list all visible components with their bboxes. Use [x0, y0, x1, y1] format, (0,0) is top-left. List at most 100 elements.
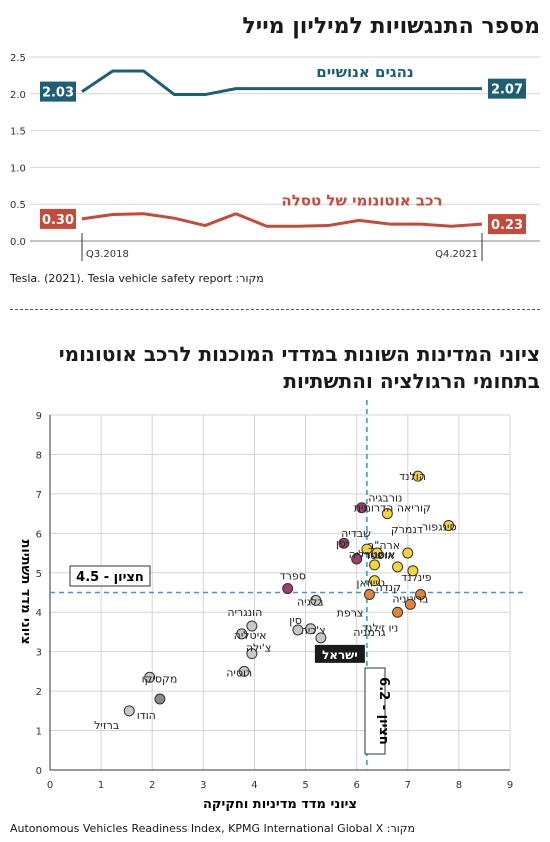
- point-label: טייוואן: [357, 577, 385, 590]
- data-point: [144, 671, 156, 683]
- section-divider: [10, 309, 540, 310]
- point-label: ארה"ב: [368, 539, 400, 552]
- data-point: [246, 648, 258, 660]
- x-tick-label: 1: [98, 780, 104, 791]
- data-point: [381, 508, 393, 520]
- data-point: [236, 628, 248, 640]
- x-tick-label: 4: [251, 780, 257, 791]
- y-tick-label: 3: [36, 648, 42, 659]
- point-label: סינגפור: [422, 520, 457, 533]
- point-label: נורבגיה: [368, 492, 402, 505]
- y-tick-label: 6: [36, 529, 42, 540]
- point-label: ניו זילנד: [362, 621, 398, 634]
- point-label: דנמרק: [391, 523, 423, 536]
- data-point: [310, 594, 322, 606]
- y-tick-label: 0: [36, 766, 42, 777]
- data-point: [443, 519, 455, 531]
- x-tick-label: 2: [149, 780, 155, 791]
- x-tick-label: 5: [302, 780, 308, 791]
- y-tick-label: 2.0: [10, 90, 26, 101]
- end-value-label: 2.07: [491, 83, 523, 98]
- series-name-1: רכב אוטונומי של טסלה: [281, 191, 442, 209]
- y-tick-label: 0.0: [10, 237, 26, 248]
- data-point: [402, 547, 414, 559]
- point-label: אוסטריה: [354, 549, 394, 562]
- series-line-0: [81, 69, 482, 97]
- point-label-highlight: ישראל: [322, 648, 358, 662]
- series-line-1: [81, 212, 483, 228]
- data-point: [407, 565, 419, 577]
- end-value-box: [488, 214, 526, 235]
- x-tick-label: 0: [47, 780, 53, 791]
- y-tick-label: 4: [36, 608, 42, 619]
- start-value-box: [40, 208, 76, 229]
- point-label: בלגיה: [297, 595, 324, 608]
- y-tick-label: 1: [36, 727, 42, 738]
- point-label: סין: [289, 614, 302, 627]
- data-point: [305, 623, 317, 635]
- point-label: גרמניה: [353, 626, 386, 639]
- highlight-label-box: [314, 644, 365, 663]
- chart1-source: מקור: Tesla. (2021). Tesla vehicle safet…: [10, 272, 264, 285]
- data-point: [392, 606, 404, 618]
- start-value-label: 2.03: [42, 86, 74, 101]
- y-tick-label: 7: [36, 490, 42, 501]
- x-tick-label: 3: [200, 780, 206, 791]
- y-tick-label: 1.5: [10, 127, 26, 138]
- data-point: [415, 588, 427, 600]
- data-point: [338, 537, 350, 549]
- point-label: ספרד: [280, 570, 306, 583]
- median-y-label-box: [69, 565, 151, 587]
- data-point: [246, 620, 258, 632]
- y-tick-label: 0.5: [10, 200, 26, 211]
- data-point: [371, 547, 383, 559]
- y-tick-label: 8: [36, 450, 42, 461]
- chart1-title: מספר התנגשויות למיליון מייל: [242, 14, 540, 39]
- x-axis-title: ציוני מדד מדיניות וחקיקה: [203, 797, 357, 812]
- data-point: [351, 553, 363, 565]
- x-tick-label: 8: [456, 780, 462, 791]
- data-point: [363, 588, 375, 600]
- point-label: הודו: [137, 709, 156, 722]
- point-label: צ'ילה: [246, 642, 271, 655]
- point-label: יפן: [336, 537, 348, 550]
- x-tick-label: 6: [353, 780, 359, 791]
- x-tick-label: 7: [405, 780, 411, 791]
- median-x-label-box: [364, 667, 386, 755]
- median-x-label: חציון - 6.2: [376, 677, 391, 745]
- data-point: [356, 502, 368, 514]
- start-value-label: 0.30: [42, 213, 74, 228]
- x-label-end: Q4.2021: [435, 249, 478, 260]
- point-label: שבדיה: [341, 527, 371, 540]
- point-label: הונגריה: [227, 606, 262, 619]
- point-label: רוסיה: [226, 666, 252, 679]
- point-label: הולנד: [399, 470, 426, 483]
- data-point: [412, 470, 424, 482]
- start-value-box: [40, 81, 76, 102]
- data-point: [292, 624, 304, 636]
- chart2-source: מקור: Autonomous Vehicles Readiness Inde…: [10, 822, 415, 835]
- data-point: [369, 559, 381, 571]
- y-tick-label: 9: [36, 411, 42, 422]
- point-label: קנדה: [375, 581, 400, 594]
- point-label: צרפת: [337, 606, 364, 619]
- point-label: קוריאה הדרומית: [354, 502, 431, 515]
- data-point: [361, 543, 373, 555]
- data-point: [154, 693, 166, 705]
- point-label: ברזיל: [94, 719, 119, 732]
- line-chart: 0.0 0.5 1.0 1.5 2.0 2.5 Q3.2018 Q4.2021 2.03 2.07…: [10, 53, 540, 261]
- x-label-start: Q3.2018: [86, 249, 129, 260]
- data-point: [315, 632, 327, 644]
- y-tick-label: 1.0: [10, 163, 26, 174]
- point-label: מקסיקו: [142, 672, 178, 685]
- data-point: [369, 575, 381, 587]
- y-tick-label: 2: [36, 687, 42, 698]
- y-tick-label: 5: [36, 569, 42, 580]
- y-axis-title: ציוני מדד תשתיות: [18, 539, 33, 644]
- end-value-box: [488, 78, 526, 99]
- point-label: אוסטרליה: [349, 548, 396, 561]
- series-name-0: נהגים אנושיים: [316, 63, 413, 81]
- data-point: [123, 705, 135, 717]
- x-tick-label: 9: [507, 780, 513, 791]
